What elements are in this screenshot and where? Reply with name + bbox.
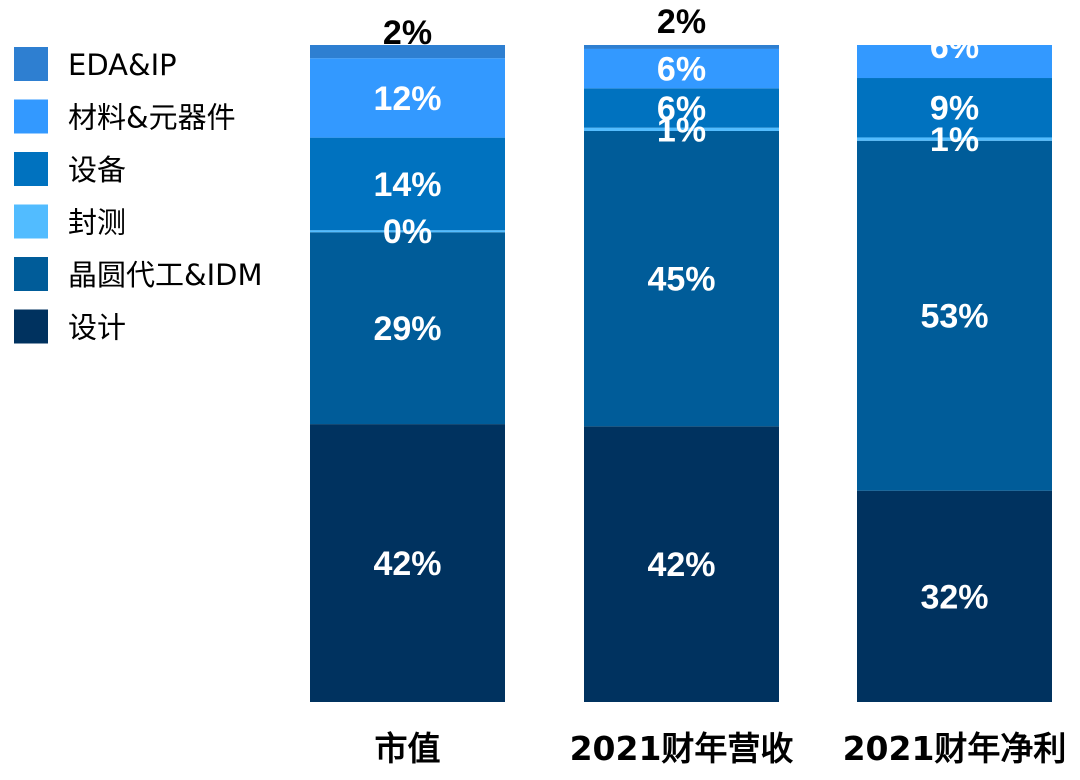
- category-label-1: 2021财年营收: [570, 729, 794, 768]
- segment-label-2-1: 53%: [920, 298, 988, 336]
- legend-swatch-0: [14, 47, 48, 81]
- category-label-0: 市值: [375, 729, 441, 768]
- bar-segment-0-2: [310, 230, 505, 233]
- segment-label-0-5: 2%: [383, 14, 432, 52]
- bar-segment-0-4: [310, 58, 505, 138]
- segment-labels-group: 42%29%0%14%12%2%42%45%1%6%6%2%32%53%1%9%…: [373, 3, 988, 616]
- bar-segment-0-0: [310, 424, 505, 702]
- segment-label-2-4: 6%: [930, 28, 979, 66]
- legend-label-4: 晶圆代工&IDM: [68, 258, 263, 292]
- legend-label-1: 材料&元器件: [68, 101, 236, 135]
- legend-swatch-3: [14, 204, 48, 239]
- bar-segment-0-5: [310, 45, 505, 59]
- segment-label-1-5: 2%: [657, 3, 706, 41]
- segment-label-0-3: 14%: [373, 166, 441, 204]
- bar-segment-1-1: [584, 130, 779, 427]
- bar-segment-2-1: [857, 140, 1052, 491]
- segment-label-2-0: 32%: [920, 578, 988, 616]
- segment-label-0-4: 12%: [373, 80, 441, 118]
- bar-segment-2-0: [857, 490, 1052, 702]
- bars-group: [310, 45, 1052, 702]
- segment-label-0-1: 29%: [373, 310, 441, 348]
- segment-label-1-0: 42%: [647, 546, 715, 584]
- bar-segment-0-3: [310, 137, 505, 231]
- category-labels-group: 市值 2021财年营收 2021财年净利: [375, 729, 1067, 768]
- bar-segment-1-5: [584, 45, 779, 49]
- bar-segment-1-2: [584, 127, 779, 131]
- bar-segment-2-4: [857, 45, 1052, 79]
- segment-label-1-2: 1%: [657, 111, 706, 149]
- segment-label-2-3: 9%: [930, 90, 979, 128]
- legend-swatch-1: [14, 99, 48, 134]
- legend-label-0: EDA&IP: [68, 48, 177, 82]
- legend-swatch-2: [14, 152, 48, 186]
- segment-label-0-2: 0%: [383, 213, 432, 251]
- bar-segment-1-0: [584, 426, 779, 702]
- bar-segment-2-3: [857, 78, 1052, 138]
- segment-label-1-1: 45%: [647, 261, 715, 299]
- category-label-2: 2021财年净利: [843, 729, 1067, 768]
- bar-segment-1-4: [584, 48, 779, 89]
- legend-label-3: 封测: [68, 206, 126, 240]
- bar-segment-0-1: [310, 232, 505, 425]
- bar-segment-2-2: [857, 137, 1052, 141]
- legend-swatch-4: [14, 257, 48, 291]
- legend-label-2: 设备: [68, 153, 126, 187]
- segment-label-1-4: 6%: [657, 51, 706, 89]
- bar-segment-1-3: [584, 88, 779, 128]
- legend-swatch-5: [14, 309, 48, 344]
- segment-label-2-2: 1%: [930, 121, 979, 159]
- segment-label-0-0: 42%: [373, 545, 441, 583]
- segment-label-1-3: 6%: [657, 90, 706, 128]
- legend-label-5: 设计: [68, 311, 126, 345]
